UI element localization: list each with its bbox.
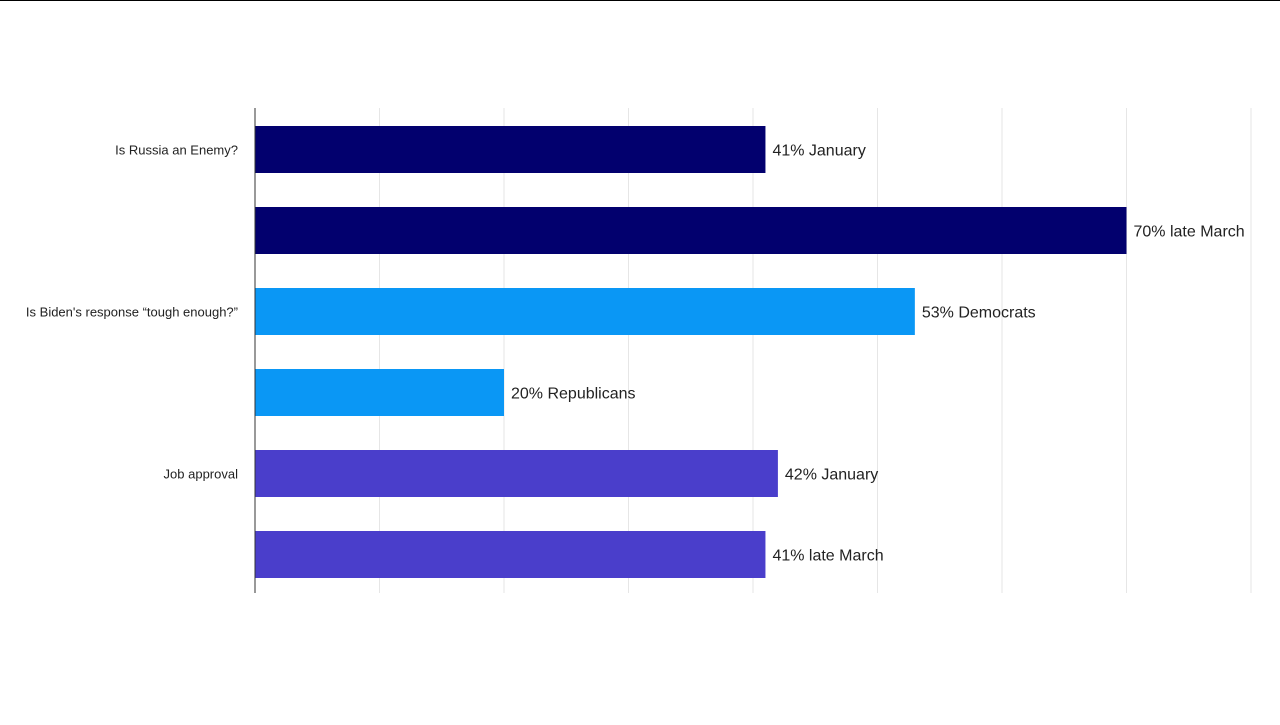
bar-labels: 41% January 70% late March 53% Democrats 20…: [511, 143, 1245, 565]
bar-value-label: 20% Republicans: [511, 386, 636, 403]
category-labels: Is Russia an Enemy? Is Biden's response “…: [26, 143, 238, 482]
bar: [255, 288, 915, 335]
bar: [255, 207, 1127, 254]
top-rule: [0, 0, 1280, 1]
category-label: Is Russia an Enemy?: [115, 143, 238, 158]
bar-value-label: 53% Democrats: [922, 305, 1036, 322]
bar: [255, 531, 766, 578]
gridlines: [379, 108, 1252, 593]
category-label: Is Biden's response “tough enough?”: [26, 305, 238, 320]
bar-value-label: 41% late March: [772, 548, 883, 565]
category-label: Job approval: [164, 467, 239, 482]
bar: [255, 450, 778, 497]
bar-value-label: 70% late March: [1134, 224, 1245, 241]
bar-value-label: 41% January: [772, 143, 865, 160]
bar: [255, 369, 504, 416]
bar: [255, 126, 766, 173]
bar-value-label: 42% January: [785, 467, 878, 484]
bars: [255, 126, 1127, 578]
